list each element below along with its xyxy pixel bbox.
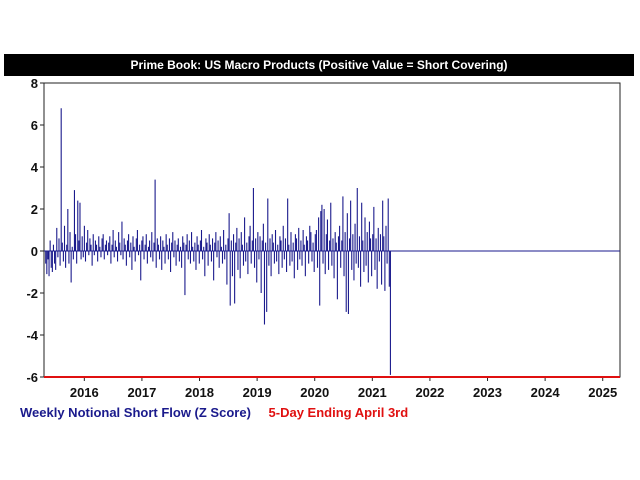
x-tick-label: 2024 xyxy=(531,385,561,400)
x-tick-label: 2021 xyxy=(358,385,387,400)
legend: Weekly Notional Short Flow (Z Score) 5-D… xyxy=(20,405,408,420)
axes xyxy=(43,82,621,378)
x-tick-label: 2023 xyxy=(473,385,502,400)
x-tick-label: 2025 xyxy=(588,385,617,400)
chart-title: Prime Book: US Macro Products (Positive … xyxy=(4,54,634,76)
x-tick-label: 2019 xyxy=(243,385,272,400)
y-tick-label: 4 xyxy=(31,160,39,175)
x-tick-label: 2017 xyxy=(127,385,156,400)
series-bars xyxy=(45,108,391,375)
y-tick-label: -4 xyxy=(26,328,38,343)
y-tick-label: 0 xyxy=(31,244,38,259)
legend-entry-five-day: 5-Day Ending April 3rd xyxy=(268,405,409,420)
y-tick-label: -2 xyxy=(26,286,38,301)
x-axis-ticks: 2016 2017 2018 2019 2020 2021 2022 2023 2024 2025 xyxy=(70,377,617,400)
legend-entry-weekly-short-flow: Weekly Notional Short Flow (Z Score) xyxy=(20,405,251,420)
y-axis-ticks: -6 -4 -2 0 2 4 6 8 xyxy=(26,76,44,385)
y-tick-label: 8 xyxy=(31,76,38,91)
x-tick-label: 2020 xyxy=(300,385,329,400)
y-tick-label: 6 xyxy=(31,118,38,133)
plot-frame xyxy=(43,82,621,378)
x-tick-label: 2018 xyxy=(185,385,214,400)
x-tick-label: 2022 xyxy=(415,385,444,400)
y-tick-label: 2 xyxy=(31,202,38,217)
x-tick-label: 2016 xyxy=(70,385,99,400)
y-tick-label: -6 xyxy=(26,370,38,385)
